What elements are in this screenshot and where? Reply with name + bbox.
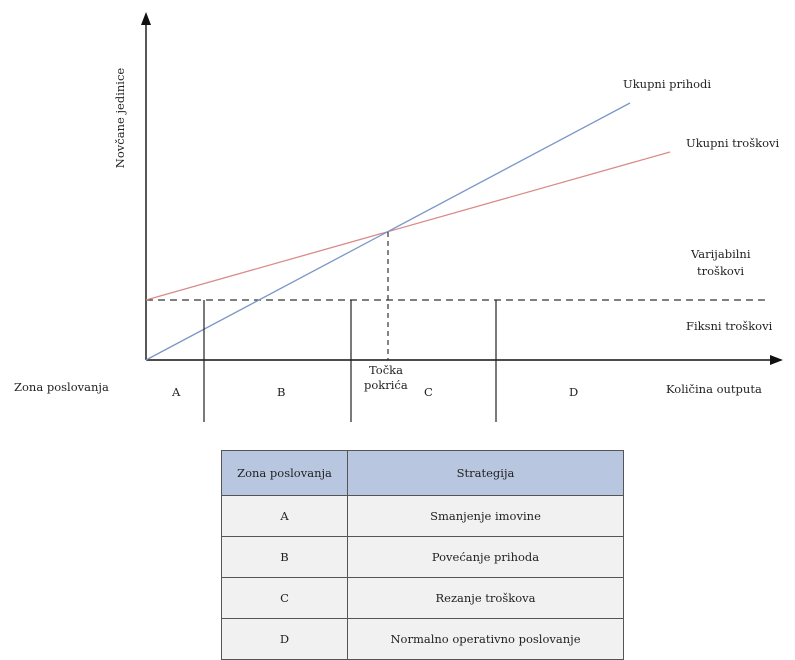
table-row: D Normalno operativno poslovanje [221,618,624,660]
table-row: A Smanjenje imovine [221,495,624,537]
cell-zone: D [221,618,348,660]
total-cost-label: Ukupni troškovi [686,136,780,150]
x-axis-arrow [770,355,783,365]
break-even-label-line1: Točka [369,363,403,377]
strategy-table: Zona poslovanja Strategija A Smanjenje i… [221,450,624,660]
header-zone: Zona poslovanja [221,450,348,496]
zone-label-d: D [569,385,578,399]
header-strategy: Strategija [347,450,624,496]
total-revenue-label: Ukupni prihodi [623,77,711,91]
zone-label-c: C [424,385,433,399]
table-header-row: Zona poslovanja Strategija [221,450,624,496]
y-axis-label: Novčane jedinice [113,68,127,169]
cell-strategy: Rezanje troškova [347,577,624,619]
table-row: C Rezanje troškova [221,577,624,619]
zone-label-b: B [277,385,285,399]
cell-zone: C [221,577,348,619]
break-even-label-line2: pokrića [364,378,408,392]
y-axis-arrow [141,12,151,25]
break-even-diagram: Novčane jedinice Ukupni prihodi Ukupni t… [14,12,783,422]
cell-strategy: Povećanje prihoda [347,536,624,578]
cell-zone: B [221,536,348,578]
fixed-cost-label: Fiksni troškovi [686,319,773,333]
total-cost-line [145,151,671,301]
cell-zone: A [221,495,348,537]
zone-label-a: A [171,385,181,399]
table-row: B Povećanje prihoda [221,536,624,578]
cell-strategy: Smanjenje imovine [347,495,624,537]
variable-cost-label-line1: Varijabilni [690,247,751,261]
cell-strategy: Normalno operativno poslovanje [347,618,624,660]
total-revenue-line [145,102,631,361]
variable-cost-label-line2: troškovi [697,264,744,278]
x-axis-label: Količina outputa [666,382,762,396]
zone-axis-label: Zona poslovanja [14,380,109,394]
